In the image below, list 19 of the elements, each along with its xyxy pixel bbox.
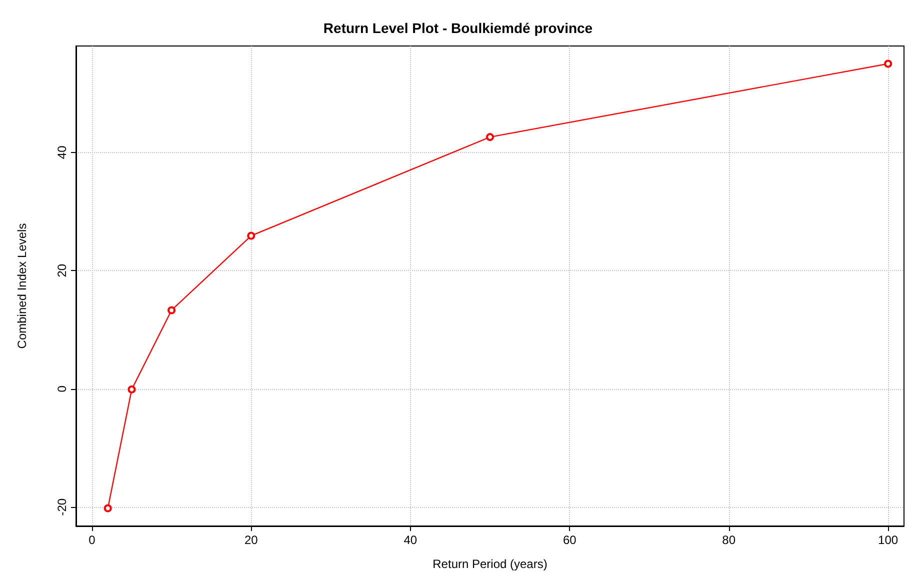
y-tick-label: 40 — [55, 145, 69, 160]
chart-title: Return Level Plot - Boulkiemdé province — [323, 20, 593, 36]
x-tick-label: 60 — [562, 533, 577, 547]
y-tick-label: -20 — [55, 498, 69, 516]
y-tick-label: 20 — [55, 264, 69, 278]
point — [486, 133, 494, 142]
x-tick-label: 0 — [88, 533, 96, 547]
x-tick-label: 40 — [404, 533, 418, 547]
y-tick-label: 0 — [55, 385, 69, 392]
point — [247, 232, 256, 240]
x-tick-label: 100 — [878, 533, 898, 547]
x-tick-label: 20 — [244, 533, 258, 547]
y-axis-title: Combined Index Levels — [15, 223, 29, 349]
x-axis-title: Return Period (years) — [432, 557, 548, 571]
x-tick-label: 80 — [722, 533, 736, 547]
point — [884, 60, 892, 68]
point — [128, 385, 136, 394]
point — [168, 306, 176, 314]
point — [104, 504, 112, 512]
